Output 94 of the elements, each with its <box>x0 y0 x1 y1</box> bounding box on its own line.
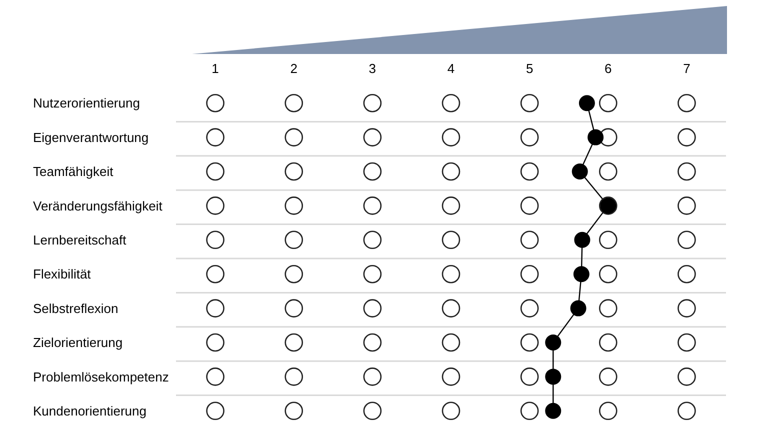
point <box>520 196 539 215</box>
point <box>363 94 382 112</box>
point <box>520 264 539 284</box>
point <box>442 299 460 318</box>
point <box>598 264 618 284</box>
point <box>678 264 696 284</box>
point <box>598 94 618 112</box>
point <box>598 299 618 318</box>
point <box>442 128 460 146</box>
point <box>442 230 460 250</box>
x-tick-label: 1 <box>212 61 219 76</box>
y-tick-label: Zielorientierung <box>33 335 123 350</box>
y-tick-label: Selbstreflexion <box>33 300 118 316</box>
point <box>284 128 304 146</box>
point <box>442 94 460 112</box>
x-tick-label: 6 <box>604 61 612 76</box>
point <box>598 333 618 352</box>
point <box>598 162 618 181</box>
point <box>678 368 696 386</box>
point <box>442 264 460 284</box>
point <box>284 368 304 386</box>
point <box>206 128 224 146</box>
point <box>206 333 224 352</box>
point <box>363 230 382 250</box>
point <box>284 333 304 352</box>
x-tick-label: 7 <box>683 61 690 76</box>
point <box>284 299 304 318</box>
point <box>678 162 696 181</box>
point <box>363 128 382 146</box>
x-tick-label: 4 <box>447 61 455 76</box>
point <box>284 94 304 112</box>
point <box>442 162 460 181</box>
point <box>363 162 382 181</box>
point <box>545 402 562 419</box>
point <box>588 129 604 146</box>
point <box>520 333 539 352</box>
point <box>206 368 224 386</box>
point <box>442 333 460 352</box>
point <box>284 402 304 420</box>
point <box>520 94 539 112</box>
y-tick-label: Kundenorientierung <box>33 403 146 418</box>
y-tick-label: Flexibilität <box>33 266 92 282</box>
point <box>206 196 224 215</box>
point <box>578 95 595 112</box>
point <box>363 368 382 386</box>
point <box>284 162 304 181</box>
point <box>206 264 224 284</box>
point <box>520 162 539 181</box>
x-tick-label: 3 <box>368 61 376 76</box>
point <box>520 128 539 146</box>
point <box>545 368 562 385</box>
point <box>572 164 588 180</box>
point <box>284 230 304 250</box>
point <box>678 333 696 352</box>
y-tick-label: Veränderungsfähigkeit <box>33 198 163 214</box>
point <box>678 128 696 146</box>
point <box>363 299 382 318</box>
point <box>520 368 539 386</box>
point <box>363 196 382 215</box>
y-tick-label: Teamfähigkeit <box>33 164 114 180</box>
x-tick-label: 2 <box>290 61 298 76</box>
point <box>678 196 696 215</box>
point <box>598 402 618 420</box>
point <box>284 264 304 284</box>
point <box>570 300 586 316</box>
point <box>206 299 224 318</box>
point <box>442 368 460 386</box>
point <box>678 299 696 318</box>
y-tick-label: Problemlösekompetenz <box>33 369 169 384</box>
y-tick-label: Nutzerorientierung <box>33 96 140 111</box>
point <box>598 368 618 386</box>
x-tick-label: 5 <box>526 61 534 76</box>
point <box>678 230 696 250</box>
point <box>363 333 382 352</box>
point <box>520 402 539 420</box>
point <box>678 94 696 112</box>
point <box>206 162 224 181</box>
point <box>520 299 539 318</box>
y-tick-label: Eigenverantwortung <box>33 130 149 145</box>
point <box>206 230 224 250</box>
y-tick-label: Lernbereitschaft <box>33 232 127 248</box>
point <box>442 402 460 420</box>
point <box>678 402 696 420</box>
point <box>284 196 304 215</box>
point <box>573 266 590 282</box>
point <box>363 402 382 420</box>
point <box>363 264 382 284</box>
point <box>520 230 539 250</box>
point <box>598 230 618 250</box>
point <box>206 94 224 112</box>
point <box>442 196 460 215</box>
point <box>545 334 562 350</box>
point <box>206 402 224 420</box>
point <box>574 232 590 248</box>
